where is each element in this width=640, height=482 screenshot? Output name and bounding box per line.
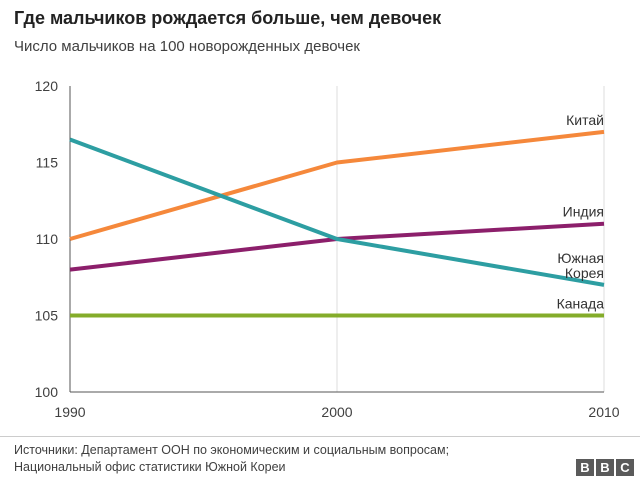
bbc-logo-letter-2: B xyxy=(596,459,614,476)
x-tick-label-1990: 1990 xyxy=(54,404,85,420)
x-tick-label-2010: 2010 xyxy=(588,404,619,420)
series-0-label-0: Китай xyxy=(566,112,604,128)
bbc-logo: B B C xyxy=(576,459,634,476)
line-chart: 100 105 110 115 120 1990 2000 2010 Китай Индия Юж… xyxy=(35,78,620,420)
grid-layer xyxy=(336,86,605,392)
chart-subtitle: Число мальчиков на 100 новорожденных дев… xyxy=(14,38,360,55)
bbc-logo-letter-1: B xyxy=(576,459,594,476)
source-line-2: Национальный офис статистики Южной Кореи xyxy=(14,460,286,474)
y-tick-label-105: 105 xyxy=(35,308,59,324)
series-2-line xyxy=(69,137,605,287)
series-2-label-0: Южная xyxy=(557,250,604,266)
y-tick-label-115: 115 xyxy=(36,155,59,171)
y-tick-label-100: 100 xyxy=(35,384,59,400)
series-2-label-1: Корея xyxy=(565,265,604,281)
series-3-label-0: Канада xyxy=(557,296,605,312)
bbc-logo-letter-3: C xyxy=(616,459,634,476)
source-note: Источники: Департамент ООН по экономичес… xyxy=(14,442,449,476)
footer-divider xyxy=(0,436,640,437)
series-1-label-0: Индия xyxy=(563,204,604,220)
axis-layer: 100 105 110 115 120 1990 2000 2010 xyxy=(35,78,620,420)
series-layer xyxy=(69,129,605,318)
chart-title: Где мальчиков рождается больше, чем дево… xyxy=(14,8,442,28)
source-line-1: Источники: Департамент ООН по экономичес… xyxy=(14,443,450,457)
y-tick-label-110: 110 xyxy=(36,231,59,247)
series-0-line xyxy=(69,129,605,241)
y-tick-label-120: 120 xyxy=(35,78,59,94)
x-tick-label-2000: 2000 xyxy=(321,404,352,420)
